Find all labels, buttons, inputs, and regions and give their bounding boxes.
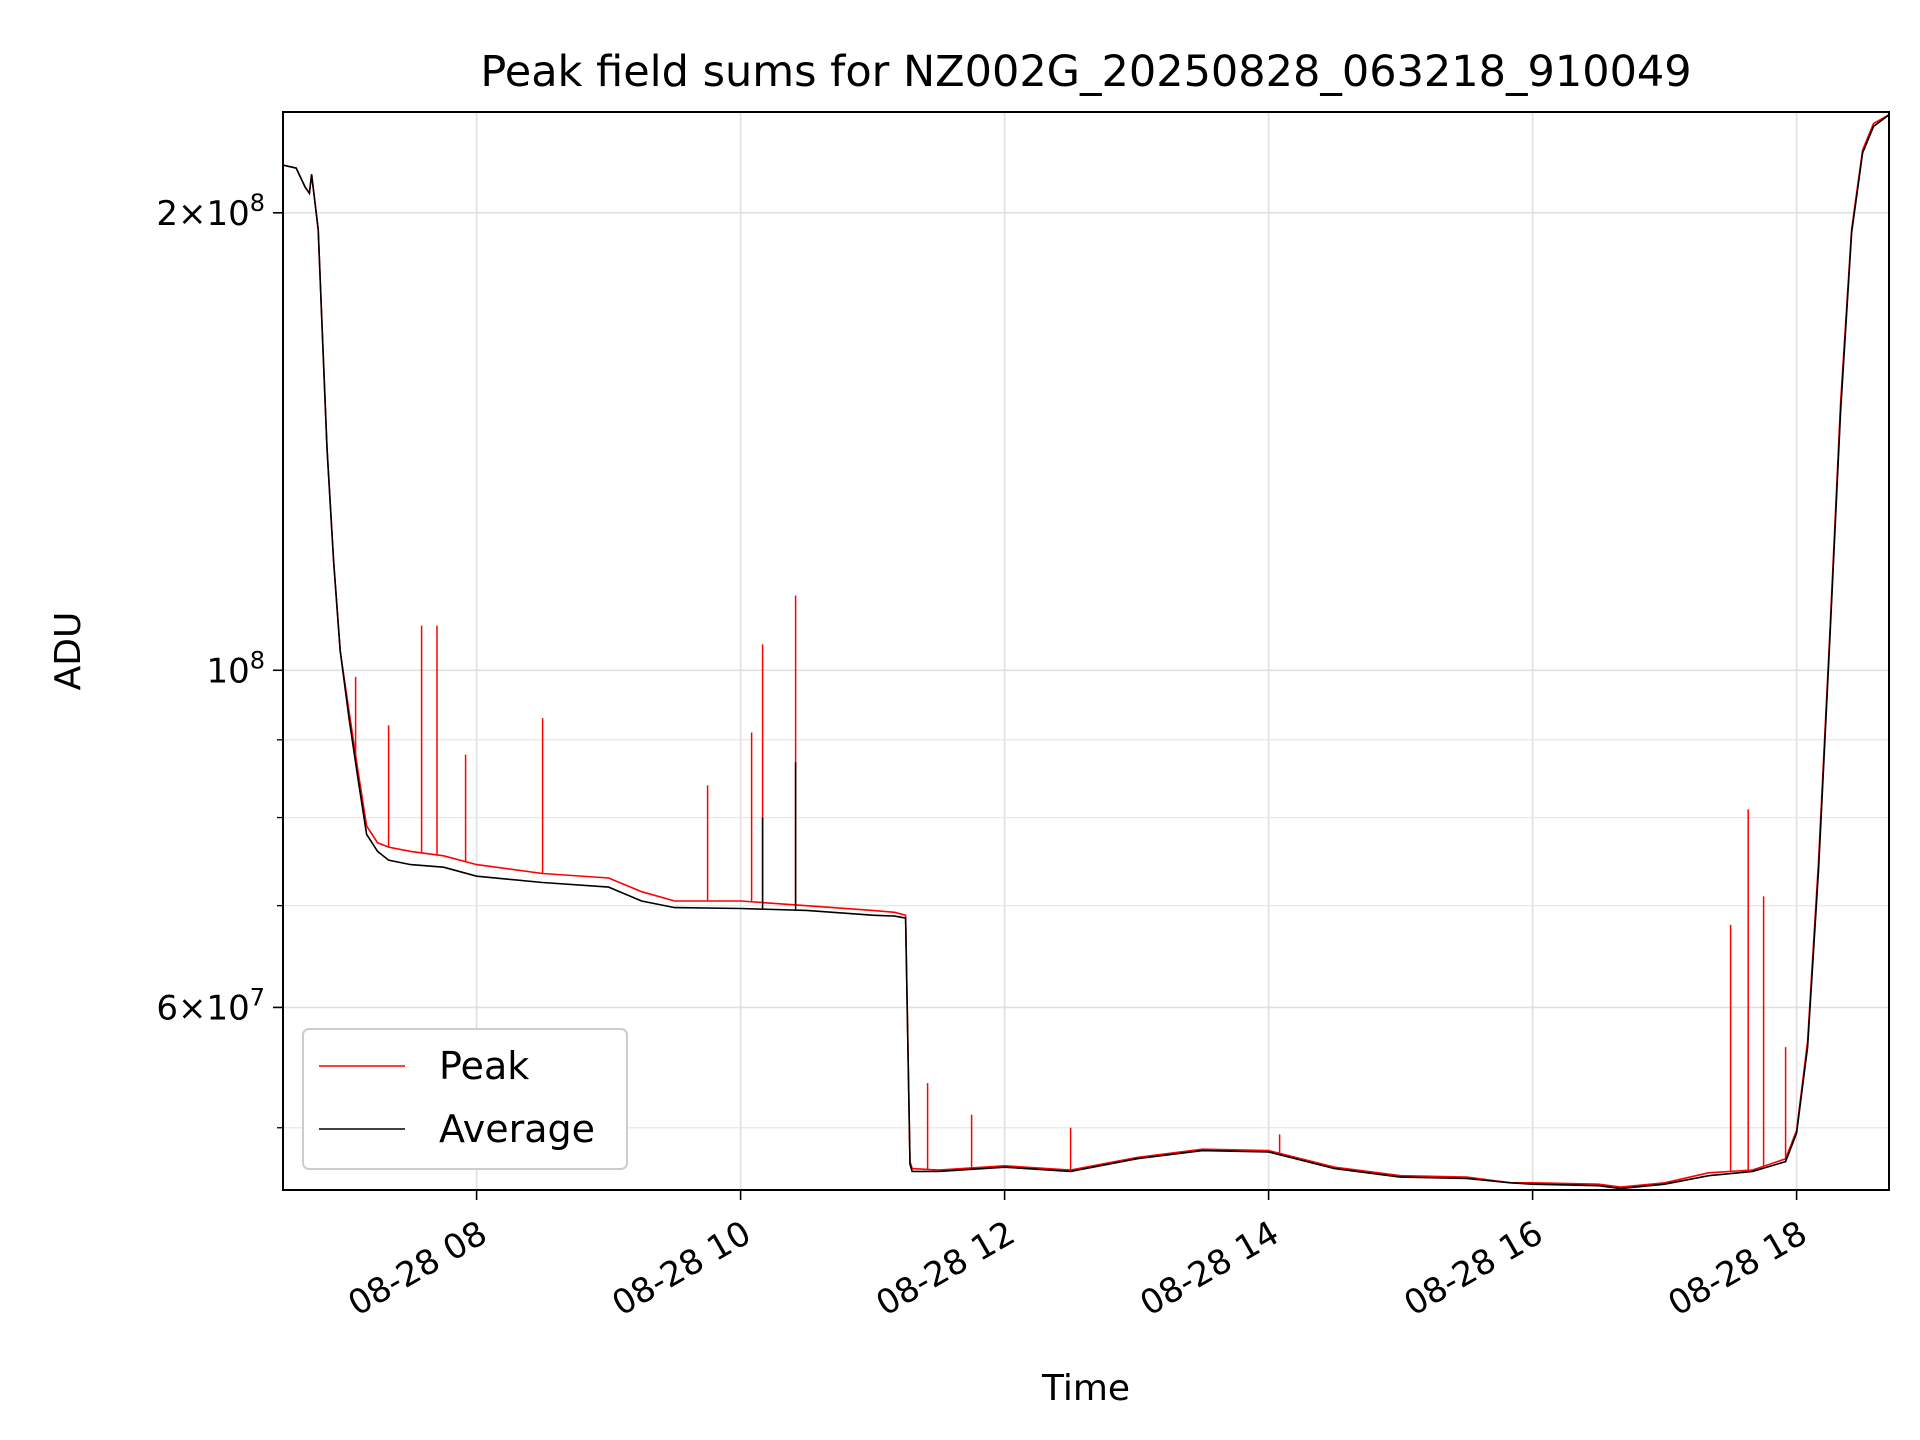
legend-label-average: Average <box>439 1107 595 1151</box>
legend: Peak Average <box>302 1028 628 1170</box>
y-tick-label: 6×107 <box>156 983 265 1028</box>
legend-label-peak: Peak <box>439 1044 529 1088</box>
chart-title: Peak field sums for NZ002G_20250828_0632… <box>480 47 1691 97</box>
y-tick-label: 2×108 <box>156 189 265 234</box>
series-area <box>282 114 1890 1190</box>
y-axis-label: ADU <box>48 612 89 691</box>
y-tick-label: 108 <box>206 646 265 691</box>
legend-box <box>302 1028 628 1170</box>
grid <box>283 112 1889 1190</box>
x-axis-label: Time <box>1041 1368 1130 1409</box>
series-line-average <box>282 114 1890 1190</box>
plot-frame <box>282 111 1890 1191</box>
